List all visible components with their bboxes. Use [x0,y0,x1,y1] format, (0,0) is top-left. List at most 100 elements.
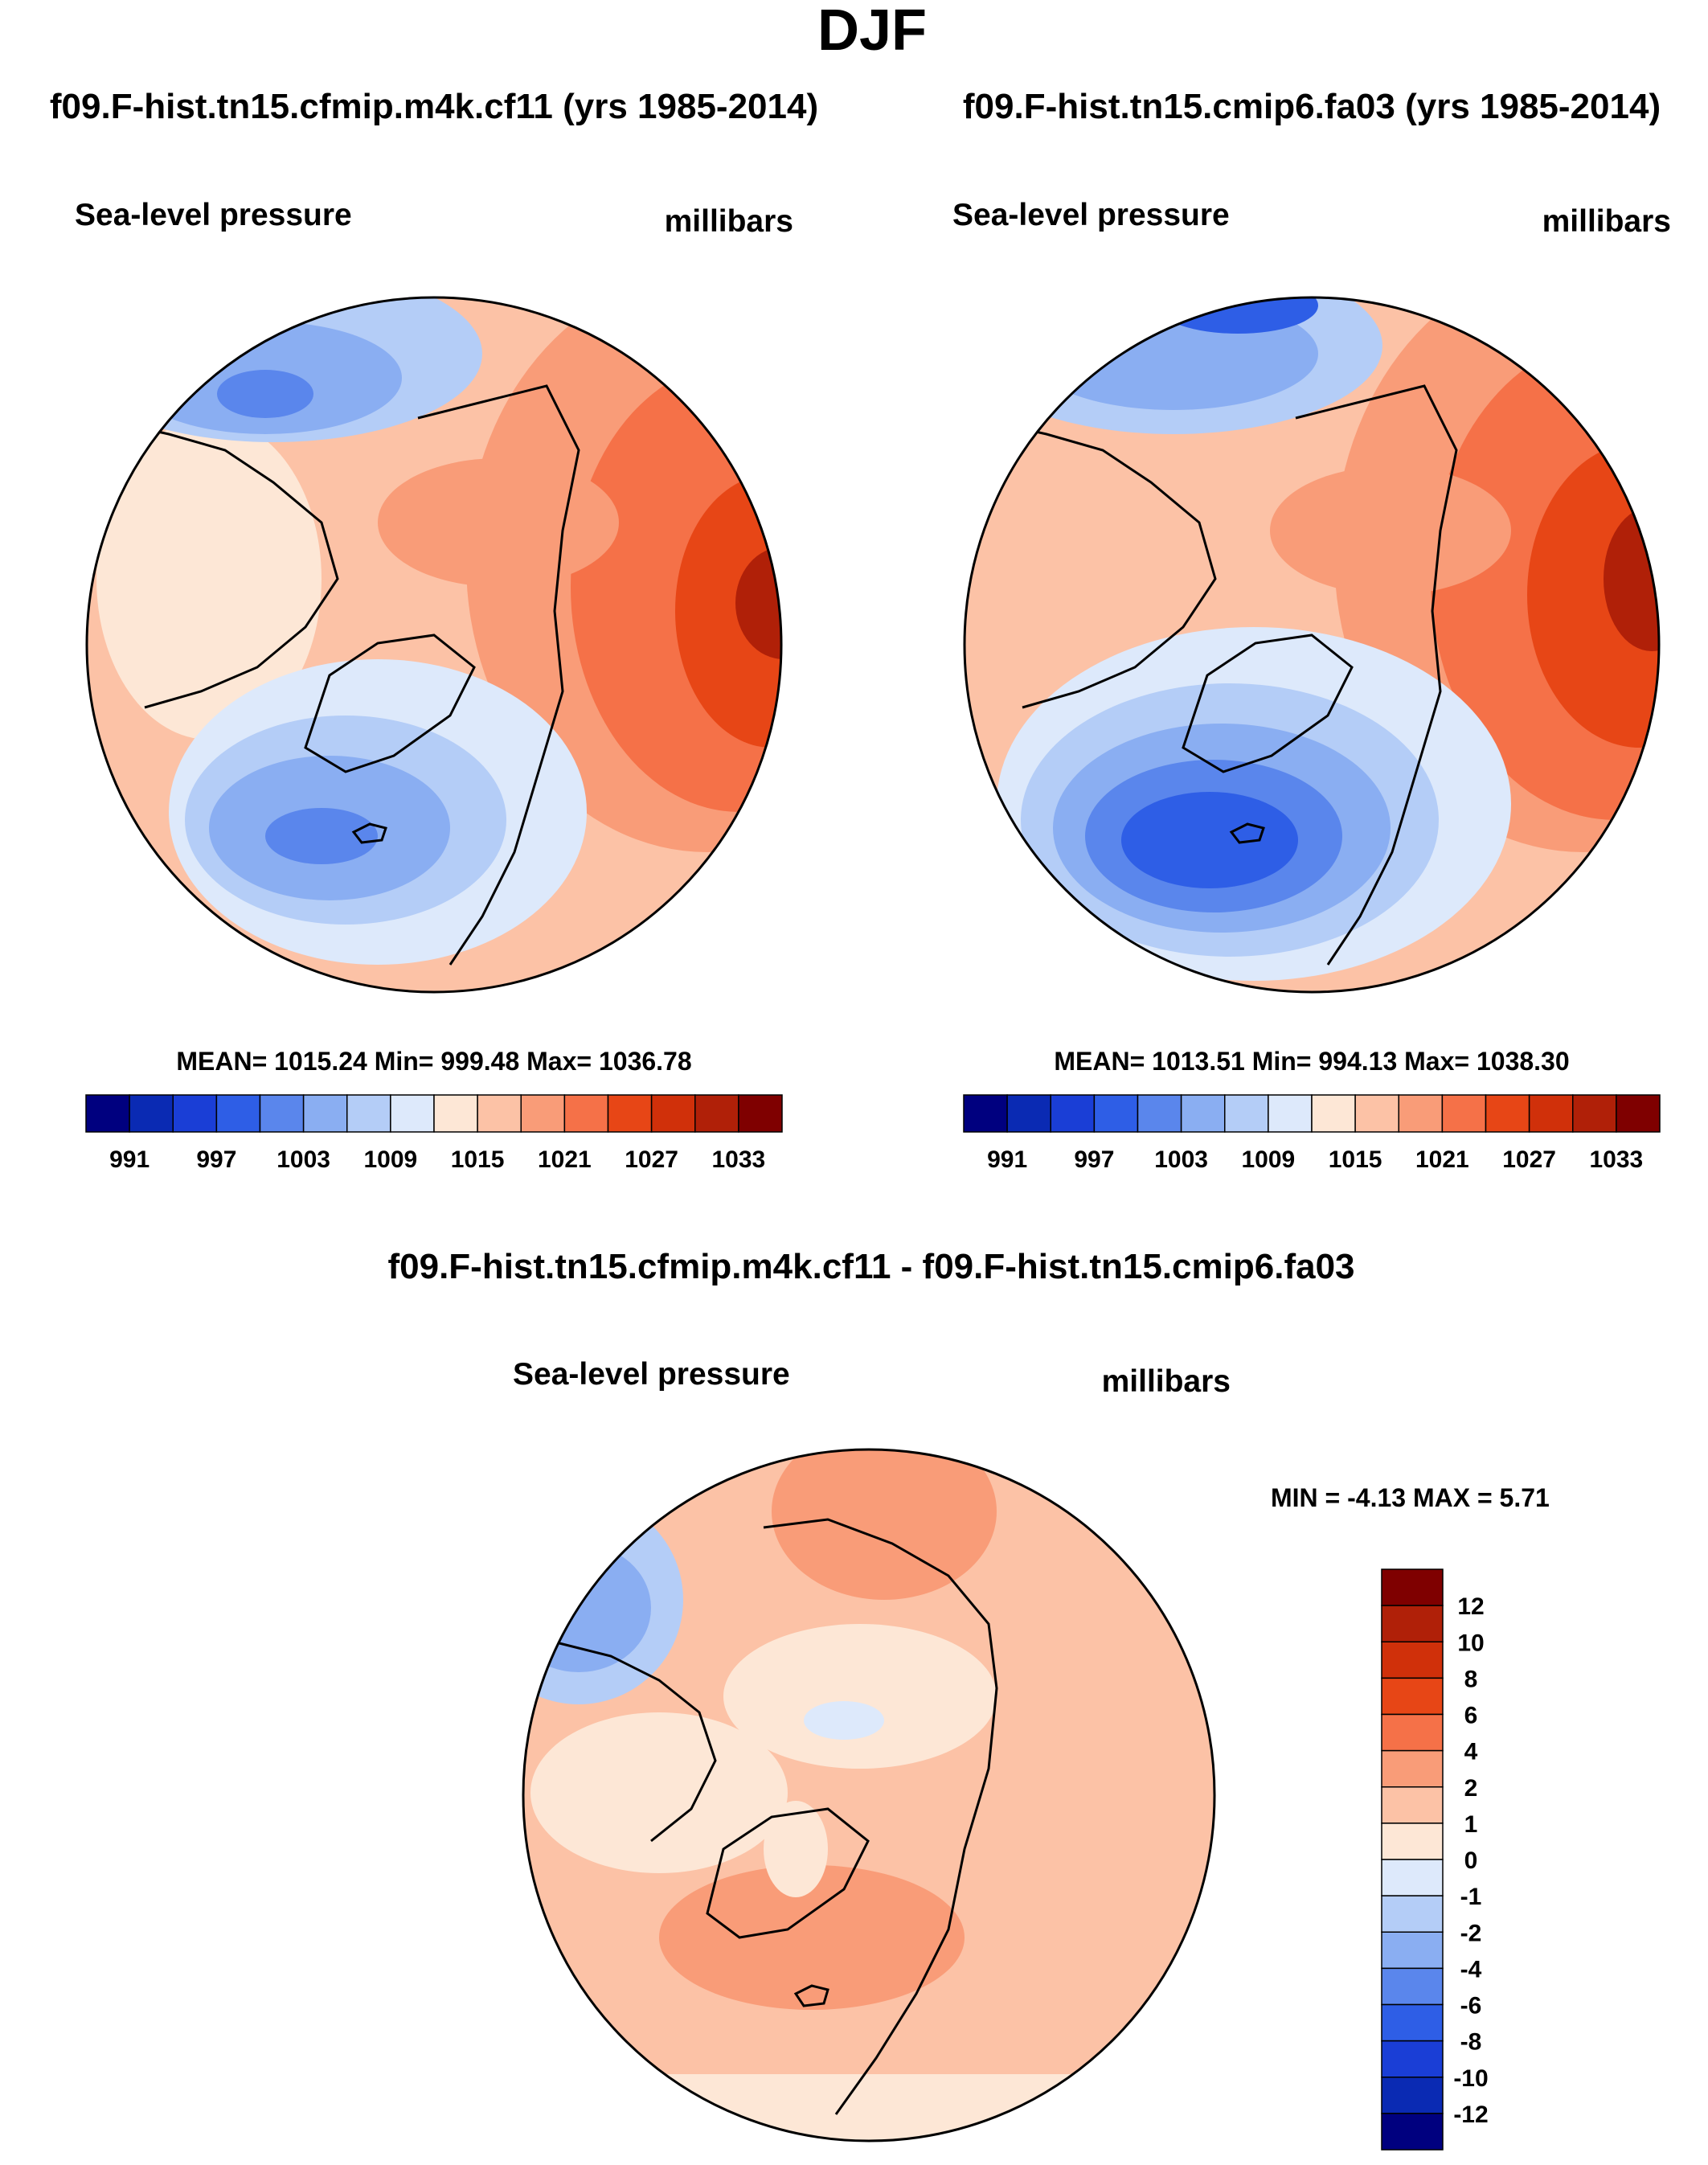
coastline-greenland [706,1807,870,1939]
coastline-iceland [793,1984,829,2007]
panel-units-label: millibars [665,204,793,239]
colorbar-swatch [1224,1094,1269,1133]
colorbar-swatch [1381,1859,1444,1896]
pressure-arctic [378,458,619,587]
colorbar-tick-label: -4 [1460,1956,1482,1983]
diff-neutral-canada [530,1712,788,1873]
colorbar-swatch [1572,1094,1617,1133]
polar-map [87,297,781,992]
diff-positive-pacific [772,1449,997,1600]
panel-case-title: f09.F-hist.tn15.cfmip.m4k.cf11 - f09.F-h… [387,1247,1354,1286]
map-boundary [85,296,783,994]
panel-units-label: millibars [1542,204,1671,239]
colorbar-swatch [129,1094,174,1133]
colorbar-swatch [1381,1823,1444,1860]
colorbar-swatch [520,1094,566,1133]
colorbar-swatch [1441,1094,1487,1133]
colorbar-swatch [694,1094,739,1133]
panel-cf11: f09.F-hist.tn15.cfmip.m4k.cf11 (yrs 1985… [50,87,818,1173]
colorbar-swatch [172,1094,218,1133]
colorbar-tick-label: 991 [109,1146,150,1173]
colorbar-swatch [1381,1605,1444,1642]
colorbar-swatch [477,1094,522,1133]
coastline-north-america [96,416,339,709]
colorbar-swatch [1398,1094,1444,1133]
coastline-eurasia [763,1518,998,2115]
colorbar-tick-label: 2 [1464,1775,1478,1802]
colorbar-swatch [1381,2113,1444,2151]
colorbar-swatch [607,1094,653,1133]
colorbar-swatch [1381,2077,1444,2114]
colorbar-tick-label: 997 [196,1146,236,1173]
colorbar-tick-label: 1009 [364,1146,418,1173]
coastline-greenland [304,634,476,773]
colorbar-tick-label: 1027 [1502,1146,1556,1173]
panel-diff: f09.F-hist.tn15.cfmip.m4k.cf11 - f09.F-h… [387,1247,1550,2151]
coastline-eurasia [417,384,580,966]
map-boundary [963,296,1661,994]
colorbar-swatch [346,1094,391,1133]
high-pressure-siberia-peak [735,547,781,659]
colorbar-swatch [1180,1094,1226,1133]
colorbar-swatch [650,1094,696,1133]
colorbar-swatch [433,1094,478,1133]
panel-stats: MIN = -4.13 MAX = 5.71 [1271,1483,1550,1512]
panel-units-label: millibars [1102,1364,1231,1399]
colorbar-swatch [1381,2003,1444,2042]
panel-variable-label: Sea-level pressure [513,1357,790,1392]
colorbar-swatch [215,1094,261,1133]
colorbar-swatch [963,1094,1008,1133]
map-boundary [522,1448,1216,2142]
colorbar: 991 997 1003 1009 1015 1021 1027 1033 [85,1094,783,1173]
colorbar-swatch [302,1094,348,1133]
colorbar-swatch [1528,1094,1574,1133]
coastline-iceland [351,822,387,844]
colorbar-tick-label: 1015 [1329,1146,1382,1173]
colorbar-swatch [1381,1931,1444,1970]
colorbar-swatch [1006,1094,1051,1133]
colorbar-tick-label: 1021 [538,1146,592,1173]
panel-case-title: f09.F-hist.tn15.cmip6.fa03 (yrs 1985-201… [963,87,1661,126]
coastline-eurasia [1295,384,1458,966]
colorbar-swatch [1381,2040,1444,2078]
figure-title: DJF [817,0,927,63]
colorbar-swatch [1616,1094,1661,1133]
colorbar-swatch [1381,1967,1444,2006]
colorbar-swatch [1381,1895,1444,1933]
colorbar-swatch [1268,1094,1313,1133]
colorbar-swatch [1093,1094,1139,1133]
colorbar-tick-label: 1021 [1415,1146,1469,1173]
colorbar-tick-label: 1009 [1242,1146,1296,1173]
coastline-greenland [1182,634,1354,773]
colorbar-tick-label: -12 [1453,2101,1488,2128]
colorbar-swatch [563,1094,609,1133]
colorbar-tick-label: 6 [1464,1703,1478,1729]
colorbar: 991 997 1003 1009 1015 1021 1027 1033 [963,1094,1661,1173]
colorbar-tick-label: -2 [1460,1920,1482,1946]
panel-fa03: f09.F-hist.tn15.cmip6.fa03 (yrs 1985-201… [952,87,1671,1173]
colorbar-tick-label: -6 [1460,1993,1482,2019]
colorbar-tick-label: 997 [1074,1146,1114,1173]
colorbar-swatch [1381,1749,1444,1788]
colorbar-tick-label: 1033 [712,1146,766,1173]
panel-variable-label: Sea-level pressure [75,198,352,232]
colorbar-tick-label: 1 [1464,1811,1478,1838]
panel-case-title: f09.F-hist.tn15.cfmip.m4k.cf11 (yrs 1985… [50,87,818,126]
colorbar-tick-label: 8 [1464,1666,1478,1692]
colorbar-swatch [259,1094,305,1133]
colorbar-swatch [1354,1094,1399,1133]
diff-neutral-greenland [764,1801,828,1897]
colorbar-swatch [1381,1713,1444,1752]
coastline-iceland [1229,822,1265,844]
panel-variable-label: Sea-level pressure [952,198,1230,232]
diff-positive-atlantic [659,1865,965,2010]
diff-negative-arctic [804,1701,884,1740]
diff-neutral-rim [523,2074,1214,2141]
panel-stats: MEAN= 1015.24 Min= 999.48 Max= 1036.78 [176,1047,691,1076]
colorbar-swatch [1381,1786,1444,1824]
low-pressure-icelandic-core [1121,792,1298,888]
colorbar-tick-label: 4 [1464,1739,1478,1765]
panel-stats: MEAN= 1013.51 Min= 994.13 Max= 1038.30 [1054,1047,1569,1076]
